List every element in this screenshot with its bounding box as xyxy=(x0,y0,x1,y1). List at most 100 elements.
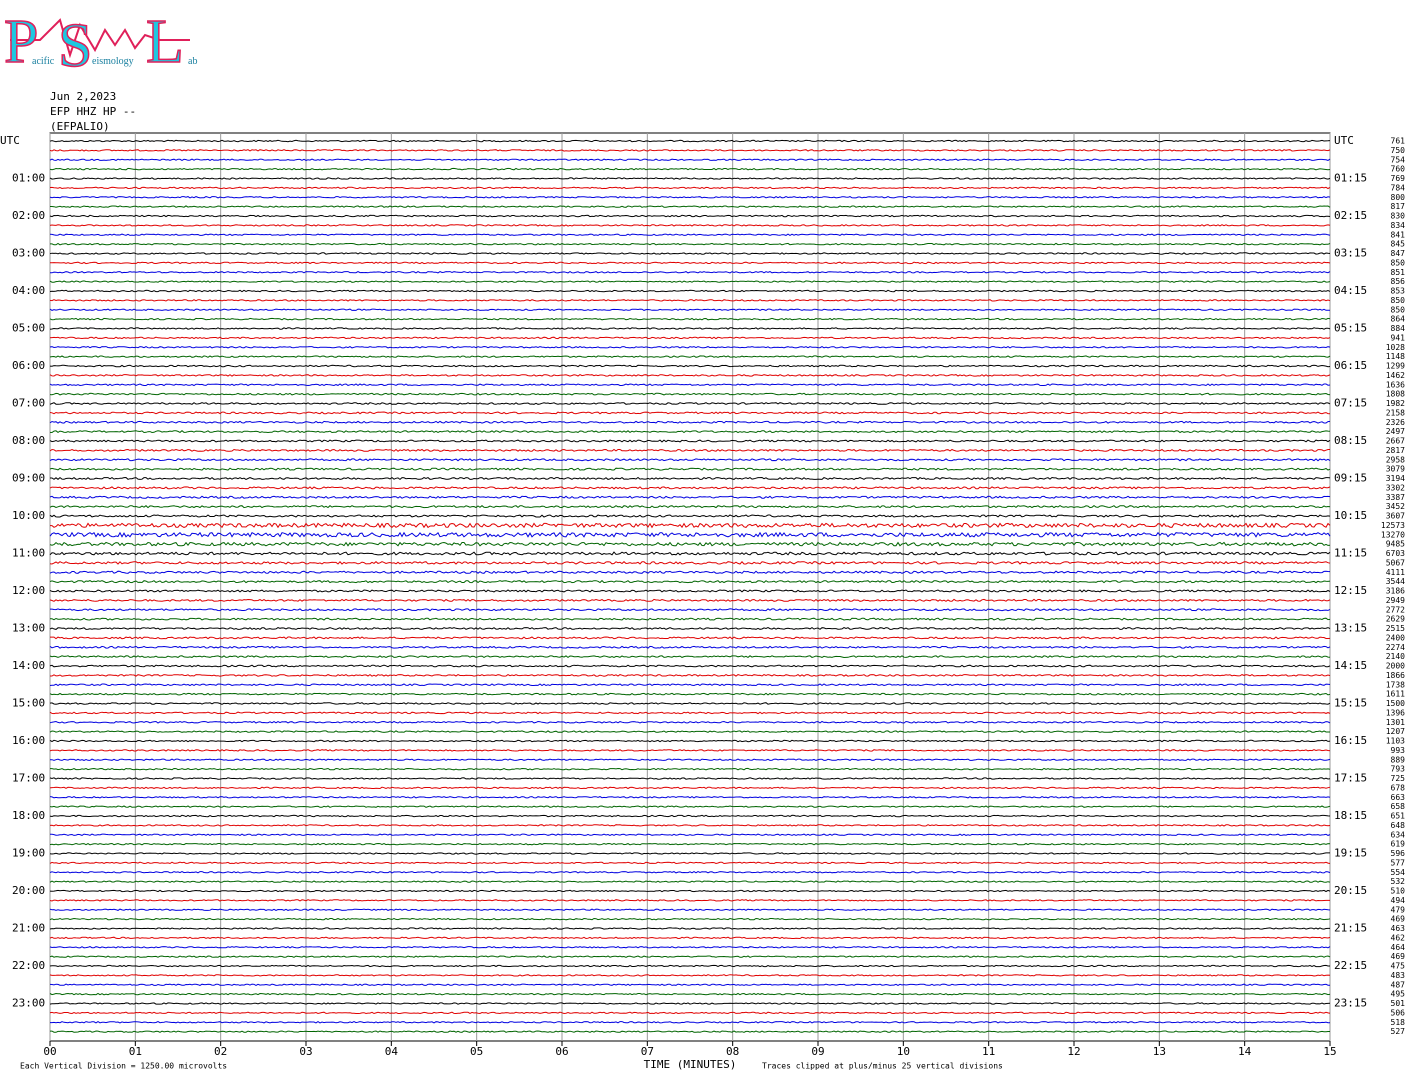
x-tick-label: 07 xyxy=(641,1045,654,1058)
time-label-left: 15:00 xyxy=(12,697,45,710)
trace xyxy=(49,420,1331,424)
rms-label: 889 xyxy=(1391,755,1406,764)
rms-label: 2140 xyxy=(1386,652,1405,661)
trace xyxy=(49,186,1331,190)
rms-label: 853 xyxy=(1391,287,1406,296)
rms-label: 750 xyxy=(1391,146,1406,155)
trace xyxy=(49,880,1331,883)
rms-label: 760 xyxy=(1391,165,1406,174)
trace xyxy=(49,805,1331,808)
rms-label: 2772 xyxy=(1386,605,1405,614)
plot-frame xyxy=(49,132,1331,1042)
rms-label: 6703 xyxy=(1386,549,1405,558)
rms-label: 1103 xyxy=(1386,737,1405,746)
trace xyxy=(50,1021,1331,1024)
trace xyxy=(49,177,1331,180)
time-label-left: 12:00 xyxy=(12,584,45,597)
header-date: Jun 2,2023 xyxy=(50,90,116,103)
trace xyxy=(49,504,1331,509)
trace xyxy=(49,702,1331,705)
rms-label: 518 xyxy=(1391,1018,1406,1027)
trace xyxy=(49,364,1331,368)
rms-label: 5067 xyxy=(1386,558,1405,567)
rms-label: 1611 xyxy=(1386,690,1405,699)
time-label-left: 17:00 xyxy=(12,772,45,785)
rms-label: 510 xyxy=(1391,887,1406,896)
rms-label: 469 xyxy=(1391,952,1406,961)
time-label-left: 08:00 xyxy=(12,434,45,447)
trace xyxy=(49,936,1331,940)
rms-label: 1982 xyxy=(1386,399,1405,408)
time-label-right: 21:15 xyxy=(1334,922,1367,935)
trace xyxy=(49,579,1331,584)
trace xyxy=(49,139,1331,143)
rms-label: 841 xyxy=(1391,230,1406,239)
rms-label: 3186 xyxy=(1386,587,1405,596)
rms-label: 678 xyxy=(1391,783,1406,792)
rms-label: 2667 xyxy=(1386,437,1405,446)
trace xyxy=(50,522,1331,529)
time-label-left: 18:00 xyxy=(12,809,45,822)
time-label-right: 08:15 xyxy=(1334,434,1367,447)
rms-label: 658 xyxy=(1391,802,1406,811)
time-label-right: 10:15 xyxy=(1334,509,1367,522)
time-label-right: 12:15 xyxy=(1334,584,1367,597)
x-tick-label: 09 xyxy=(811,1045,824,1058)
trace xyxy=(49,899,1330,902)
rms-label: 495 xyxy=(1391,990,1406,999)
x-tick-label: 04 xyxy=(385,1045,399,1058)
trace xyxy=(49,664,1331,668)
trace xyxy=(49,824,1331,827)
rms-label: 463 xyxy=(1391,924,1406,933)
rms-label: 2158 xyxy=(1386,408,1405,417)
rms-label: 769 xyxy=(1391,174,1406,183)
time-label-left: UTC xyxy=(0,134,20,147)
rms-label: 464 xyxy=(1391,943,1406,952)
trace xyxy=(49,402,1331,405)
time-label-left: 16:00 xyxy=(12,734,45,747)
trace xyxy=(50,767,1331,771)
trace xyxy=(49,974,1331,977)
rms-label: 941 xyxy=(1391,333,1406,342)
trace xyxy=(50,608,1331,612)
rms-label: 2326 xyxy=(1386,418,1405,427)
x-tick-label: 01 xyxy=(129,1045,142,1058)
trace xyxy=(49,683,1331,687)
trace xyxy=(50,1030,1330,1033)
trace xyxy=(49,786,1331,790)
rms-label: 1738 xyxy=(1386,680,1405,689)
rms-label: 1207 xyxy=(1386,727,1405,736)
trace xyxy=(49,299,1331,302)
x-tick-label: 11 xyxy=(982,1045,995,1058)
rms-label: 1396 xyxy=(1386,708,1405,717)
trace xyxy=(49,355,1331,358)
header-channel: EFP HHZ HP -- xyxy=(50,105,136,118)
trace xyxy=(49,458,1331,462)
time-label-left: 10:00 xyxy=(12,509,45,522)
trace xyxy=(49,233,1331,236)
trace xyxy=(49,692,1331,696)
trace xyxy=(49,317,1331,321)
time-label-right: 11:15 xyxy=(1334,547,1367,560)
time-label-right: 17:15 xyxy=(1334,772,1367,785)
rms-label: 1500 xyxy=(1386,699,1405,708)
trace xyxy=(49,411,1331,415)
x-tick-label: 08 xyxy=(726,1045,739,1058)
time-label-left: 01:00 xyxy=(12,172,45,185)
rms-label: 1301 xyxy=(1386,718,1405,727)
trace xyxy=(49,983,1331,986)
rms-label: 993 xyxy=(1391,746,1406,755)
trace xyxy=(49,486,1331,490)
x-tick-label: 06 xyxy=(555,1045,568,1058)
trace xyxy=(49,917,1331,921)
rms-label: 834 xyxy=(1391,221,1406,230)
rms-label: 2000 xyxy=(1386,662,1405,671)
rms-label: 2274 xyxy=(1386,643,1405,652)
time-label-right: 22:15 xyxy=(1334,959,1367,972)
x-tick-label: 15 xyxy=(1323,1045,1336,1058)
trace xyxy=(49,842,1331,846)
rms-label: 761 xyxy=(1391,137,1406,146)
trace xyxy=(49,871,1331,874)
trace xyxy=(49,814,1331,818)
logo: P S L acific eismology ab xyxy=(3,7,197,81)
